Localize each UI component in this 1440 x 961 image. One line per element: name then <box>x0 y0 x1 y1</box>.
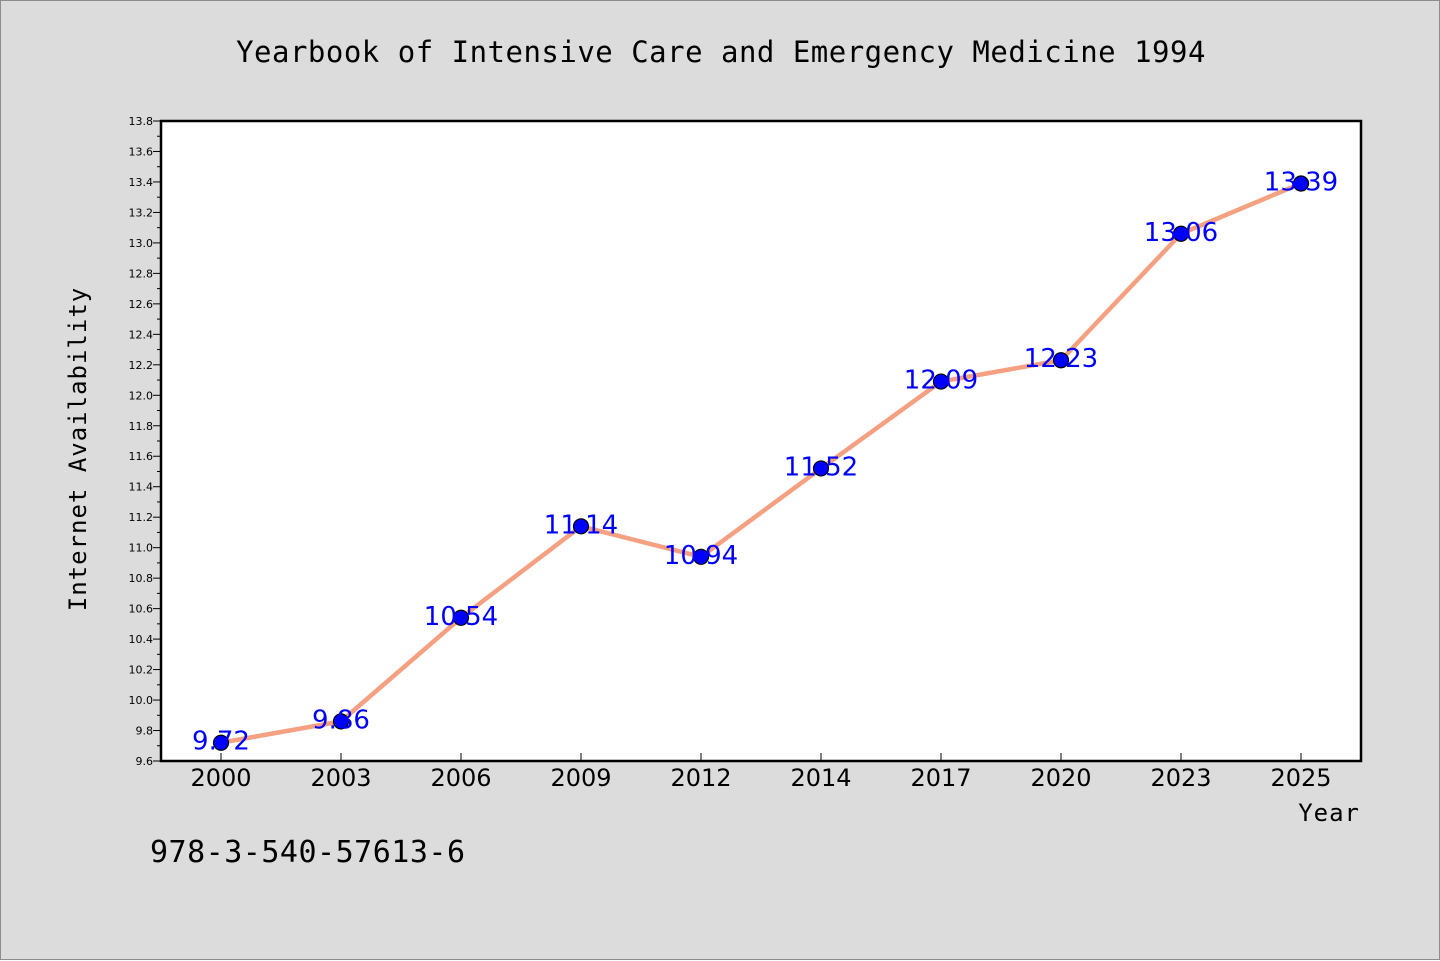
x-axis-label: Year <box>1298 799 1360 827</box>
data-label: 12.09 <box>904 366 978 396</box>
data-label: 12.23 <box>1024 344 1098 374</box>
x-tick-label: 2012 <box>670 764 731 792</box>
data-point <box>1172 225 1190 242</box>
data-label: 13.06 <box>1144 218 1218 248</box>
y-tick-label: 11.8 <box>129 420 154 433</box>
y-tick-label: 13.4 <box>129 176 154 189</box>
y-tick-label: 11.4 <box>129 481 154 494</box>
y-tick-label: 13.6 <box>129 145 154 158</box>
data-label: 10.54 <box>424 602 498 632</box>
x-tick-label: 2003 <box>310 764 371 792</box>
x-axis-ticks: 2000 2003 2006 2009 2012 2014 2017 2020 2023 2025 <box>190 753 1332 792</box>
series-markers <box>212 175 1310 751</box>
data-point <box>692 548 710 565</box>
x-tick-label: 2023 <box>1150 764 1211 792</box>
data-point <box>572 518 590 535</box>
data-point <box>332 713 350 730</box>
x-tick-label: 2017 <box>910 764 971 792</box>
x-tick-label: 2009 <box>550 764 611 792</box>
data-point <box>932 373 950 390</box>
y-tick-label: 9.6 <box>136 755 154 768</box>
y-axis-label: Internet Availability <box>64 287 92 611</box>
y-tick-label: 12.4 <box>129 328 154 341</box>
x-tick-label: 2006 <box>430 764 491 792</box>
data-label: 9.86 <box>312 705 370 735</box>
data-point <box>1052 352 1070 369</box>
data-point <box>212 734 230 751</box>
data-label: 13.39 <box>1264 167 1338 197</box>
data-labels: 9.72 9.86 10.54 11.14 10.94 11.52 12.09 12.23 13… <box>192 167 1338 756</box>
footer-isbn: 978-3-540-57613-6 <box>150 835 466 870</box>
data-point <box>1292 175 1310 192</box>
series-line <box>218 181 1304 745</box>
y-tick-label: 10.6 <box>129 603 154 616</box>
y-tick-label: 11.2 <box>129 511 154 524</box>
y-tick-label: 13.8 <box>129 115 154 128</box>
y-tick-label: 10.0 <box>129 694 154 707</box>
y-tick-label: 10.2 <box>129 664 154 677</box>
plot-area <box>159 119 1363 763</box>
data-label: 11.52 <box>784 452 858 482</box>
x-tick-label: 2014 <box>790 764 851 792</box>
y-tick-label: 13.0 <box>129 237 154 250</box>
y-tick-label: 12.2 <box>129 359 154 372</box>
data-label: 9.72 <box>192 727 250 757</box>
data-point <box>452 609 470 626</box>
y-tick-label: 11.0 <box>129 542 154 555</box>
data-label: 10.94 <box>664 541 738 571</box>
y-tick-label: 11.6 <box>129 450 154 463</box>
data-point <box>812 460 830 477</box>
x-tick-label: 2020 <box>1030 764 1091 792</box>
y-tick-label: 13.2 <box>129 206 154 219</box>
x-tick-label: 2000 <box>190 764 251 792</box>
y-tick-label: 12.6 <box>129 298 154 311</box>
data-label: 11.14 <box>544 510 618 540</box>
y-tick-label: 10.4 <box>129 633 154 646</box>
y-tick-label: 9.8 <box>136 725 154 738</box>
y-tick-label: 12.8 <box>129 267 154 280</box>
y-axis-ticks: 9.6 9.8 10.0 10.2 10.4 10.6 10.8 11.0 11.2 11.4 11… <box>129 115 161 768</box>
y-tick-label: 12.0 <box>129 389 154 402</box>
y-tick-label: 10.8 <box>129 572 154 585</box>
chart-title: Yearbook of Intensive Care and Emergency… <box>236 35 1206 69</box>
x-tick-label: 2025 <box>1270 764 1331 792</box>
